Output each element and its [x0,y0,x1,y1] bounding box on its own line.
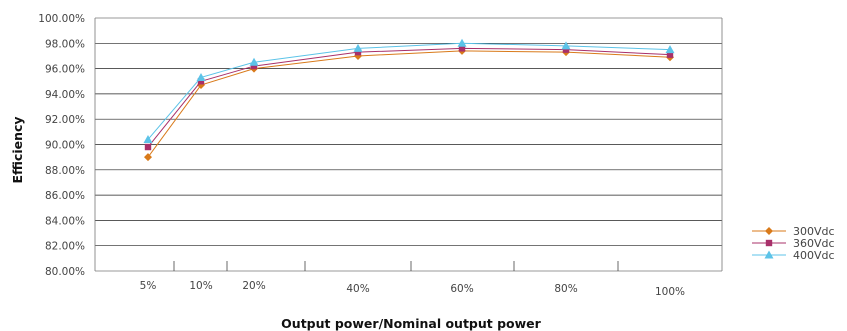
y-tick-label: 92.00% [45,114,85,126]
y-tick-labels: 80.00% 82.00% 84.00% 86.00% 88.00% 90.00% 92.0… [38,13,85,278]
data-point [353,43,363,52]
legend-item: 400Vdc [752,249,835,262]
data-point [666,51,674,58]
data-point [249,57,259,66]
series-line [147,47,671,148]
legend-label: 360Vdc [793,237,835,250]
x-tick-label: 5% [140,280,157,292]
x-axis-title: Output power/Nominal output power [281,316,541,331]
legend-label: 400Vdc [793,249,835,262]
y-tick-label: 100.00% [38,13,85,25]
y-tick-label: 80.00% [45,266,85,278]
grid-layer [94,17,723,272]
data-point [197,78,205,85]
data-point [458,45,466,52]
y-tick-label: 86.00% [45,190,85,202]
x-tick-label: 100% [655,286,685,298]
legend-label: 300Vdc [793,225,835,238]
y-axis-title: Efficiency [10,116,25,183]
series-line [147,42,671,140]
data-point [764,250,774,259]
series-layer [143,38,675,162]
y-tick-label: 90.00% [45,140,85,152]
data-point [665,45,675,54]
y-tick-label: 98.00% [45,38,85,50]
x-tick-label: 10% [189,280,212,292]
x-tick-labels: 5% 10% 20% 40% 60% 80% 100% [140,280,685,298]
series-400Vdc [143,38,675,143]
data-point [561,41,571,50]
series-300Vdc [144,46,674,162]
data-point [765,227,773,235]
x-tick-label: 40% [346,283,369,295]
series-360Vdc [144,45,674,151]
data-point [196,72,206,81]
data-point [354,48,362,56]
data-point [250,62,258,70]
data-point [143,134,153,143]
series-line [147,50,671,158]
x-tick-label: 20% [242,280,265,292]
legend-item: 300Vdc [752,225,835,238]
y-tick-label: 94.00% [45,89,85,101]
x-tick-label: 80% [554,283,577,295]
y-tick-label: 84.00% [45,215,85,227]
y-tick-label: 82.00% [45,241,85,253]
data-point [144,153,152,162]
data-point [765,239,773,247]
data-point [457,38,467,47]
x-tick-label: 60% [450,283,473,295]
legend-item: 360Vdc [752,237,835,250]
y-tick-label: 88.00% [45,165,85,177]
y-tick-label: 96.00% [45,64,85,76]
data-point [562,46,570,53]
data-point [144,143,152,151]
